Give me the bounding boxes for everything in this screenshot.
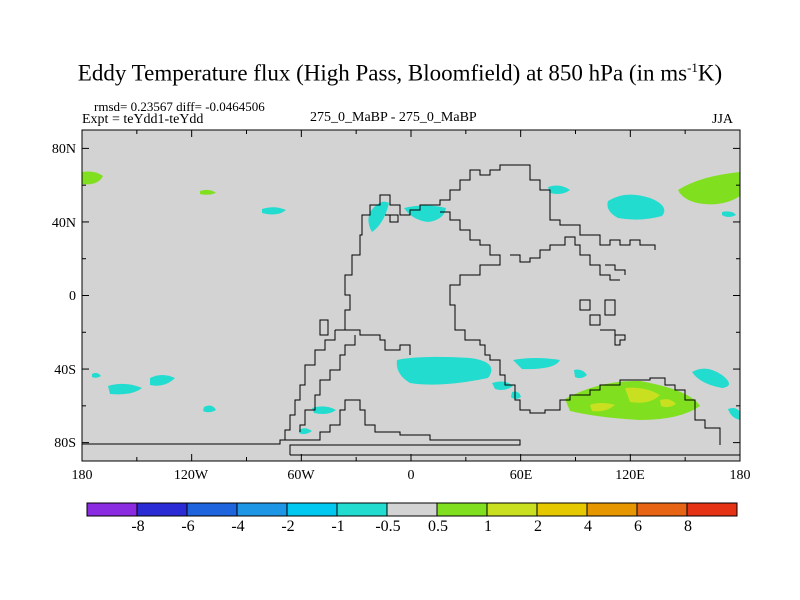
colorbar-label: -6 (181, 518, 195, 535)
x-tick-label: 120W (173, 468, 209, 483)
x-tick-label: 60W (287, 468, 315, 483)
y-tick-label: 40N (51, 216, 76, 231)
colorbar-box (436, 502, 488, 517)
x-tick-label: 180 (71, 468, 93, 483)
colorbar-box (286, 502, 338, 517)
colorbar-label: 1 (484, 518, 492, 535)
comparison-label: 275_0_MaBP - 275_0_MaBP (310, 110, 477, 125)
colorbar-box (86, 502, 138, 517)
colorbar-label: -8 (131, 518, 145, 535)
colorbar-label: -4 (231, 518, 245, 535)
y-tick-label: 80N (51, 142, 76, 157)
colorbar-label: 2 (534, 518, 542, 535)
y-tick-label: 0 (69, 289, 76, 304)
experiment-label: Expt = teYdd1-teYdd (82, 112, 204, 127)
colorbar-box (636, 502, 688, 517)
colorbar-label: 8 (684, 518, 692, 535)
colorbar-box (186, 502, 238, 517)
colorbar-box (236, 502, 288, 517)
colorbar-label: -0.5 (375, 518, 401, 535)
stats-label: rmsd= 0.23567 diff= -0.0464506 (94, 99, 265, 114)
season-label: JJA (712, 112, 734, 127)
y-tick-label: 80S (54, 436, 76, 451)
colorbar-box (586, 502, 638, 517)
anomaly-patches (82, 171, 740, 435)
chart-title: Eddy Temperature flux (High Pass, Bloomf… (77, 60, 723, 86)
colorbar-label: 6 (634, 518, 642, 535)
colorbar-box (386, 502, 438, 517)
colorbar-box (686, 502, 738, 517)
continent-outlines (82, 164, 740, 456)
colorbar-label: 0.5 (428, 518, 448, 535)
colorbar-box (536, 502, 588, 517)
colorbar-label: -1 (331, 518, 345, 535)
x-tick-label: 120E (615, 468, 645, 483)
x-tick-label: 180 (729, 468, 751, 483)
x-tick-label: 60E (509, 468, 533, 483)
x-tick-label: 0 (407, 468, 415, 483)
colorbar-box (486, 502, 538, 517)
colorbar-label: -2 (281, 518, 295, 535)
colorbar-box (136, 502, 188, 517)
y-tick-label: 40S (54, 363, 76, 378)
tick-marks (81, 130, 741, 461)
colorbar-label: 4 (584, 518, 592, 535)
colorbar (86, 502, 738, 517)
colorbar-box (336, 502, 388, 517)
